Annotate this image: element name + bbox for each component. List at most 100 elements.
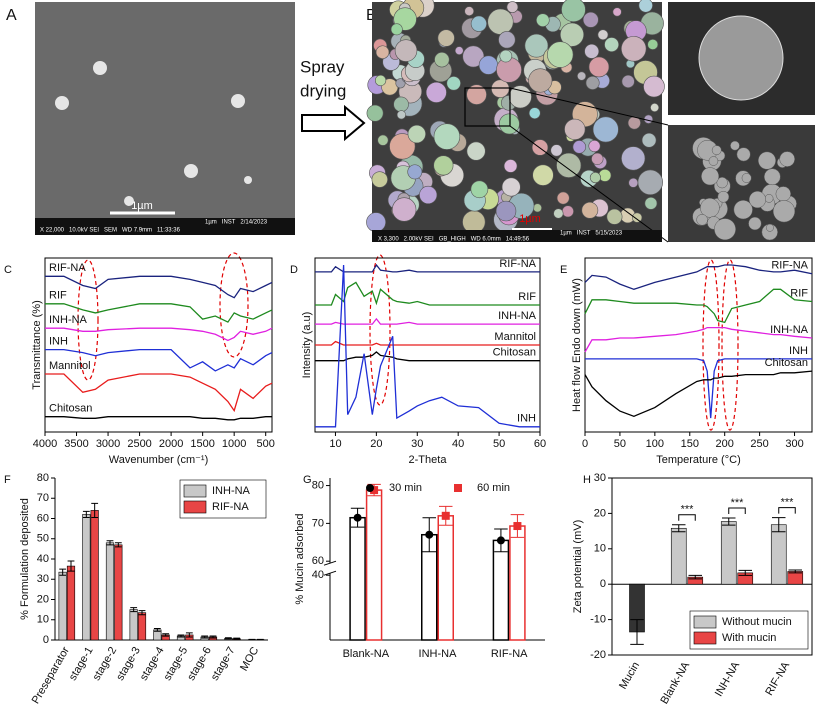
error-bar (114, 542, 122, 548)
y-tick-label: 70 (37, 492, 49, 504)
spectrum-line (585, 358, 812, 419)
panel-label: H (583, 474, 591, 486)
x-tick-label: Mucin (617, 660, 642, 691)
error-bar (67, 560, 75, 572)
particle (433, 123, 461, 150)
x-axis-label: Wavenumber (cm⁻¹) (109, 454, 209, 466)
particle (533, 203, 542, 213)
x-tick-label: 40 (452, 438, 464, 450)
marker (425, 530, 434, 539)
plot-frame (44, 257, 273, 433)
y-tick-label: 10 (37, 614, 49, 626)
significance-label: *** (681, 504, 695, 516)
series-label: INH (789, 345, 808, 357)
spectrum-line (315, 263, 540, 273)
particle (561, 0, 586, 23)
particle (708, 156, 719, 166)
particle (711, 145, 722, 156)
series-label: INH (49, 335, 68, 347)
particle (564, 118, 586, 140)
particle (621, 146, 646, 171)
y-tick-label: 40 (312, 569, 324, 581)
x-tick-label: Blank-NA (343, 648, 390, 660)
error-bar (201, 635, 209, 639)
particle (371, 171, 388, 188)
y-axis-label: Zeta potential (mV) (572, 520, 584, 614)
x-tick-label: RIF-NA (491, 648, 528, 660)
particle (532, 164, 554, 186)
axis-break (324, 563, 336, 574)
particle (374, 74, 387, 87)
y-axis-label: Heat flow Endo down (mW) (571, 278, 583, 412)
x-axis-label: Temperature (°C) (656, 454, 740, 466)
series-label: Mannitol (494, 331, 536, 343)
significance-label: *** (731, 497, 745, 509)
series-label: Mannitol (49, 360, 91, 372)
particle (389, 133, 416, 160)
bar (492, 539, 510, 641)
x-tick-label: 50 (493, 438, 505, 450)
panel-label: B (366, 7, 377, 24)
particle (597, 29, 609, 41)
particle (556, 152, 582, 178)
bar (770, 524, 787, 585)
bar (437, 515, 454, 641)
particle (591, 152, 604, 165)
spectrum-line (45, 373, 273, 413)
particle (779, 151, 795, 167)
series-label: INH-NA (770, 324, 809, 336)
particle (764, 194, 774, 203)
panel-label: C (4, 264, 12, 276)
particle (631, 212, 643, 223)
y-axis-label: % Formulation deposited (19, 498, 31, 620)
bar (509, 525, 526, 641)
x-axis-label: 2-Theta (409, 454, 448, 466)
plot-frame (611, 477, 813, 656)
x-tick-label: Preseparator (30, 645, 72, 706)
arrow-text: Spray (300, 57, 345, 76)
legend-label: Without mucin (722, 616, 792, 628)
error-bar (224, 637, 232, 640)
series-label: RIF-NA (771, 260, 808, 272)
highlight (702, 259, 720, 431)
scale-label: 1µm (131, 200, 153, 212)
y-tick-label: 30 (37, 573, 49, 585)
particle (700, 198, 720, 218)
series-label: INH (517, 413, 536, 425)
particle (184, 164, 198, 178)
particle (498, 31, 516, 49)
highlight-ellipses (77, 252, 739, 431)
legend-swatch (183, 500, 207, 514)
y-tick-label: 50 (37, 533, 49, 545)
particle (772, 200, 796, 223)
particle (470, 15, 487, 32)
error-bar (738, 569, 752, 576)
particle (588, 56, 610, 78)
y-tick-label: 20 (594, 507, 606, 519)
particle (454, 46, 464, 55)
legend-marker (366, 484, 374, 492)
spectrum-line (45, 416, 272, 421)
particle (392, 197, 417, 222)
legend-marker (454, 484, 462, 492)
particle (643, 75, 665, 98)
y-tick-label: 40 (37, 553, 49, 565)
particle (604, 37, 620, 52)
series-label: Chitosan (493, 347, 536, 359)
particle (730, 140, 740, 151)
particle (748, 191, 767, 209)
sem-footer (35, 218, 295, 235)
bar (105, 542, 115, 641)
error-bar (106, 540, 114, 546)
x-tick-label: 500 (257, 438, 275, 450)
sem-footer-text: 1µm INST 5/15/2023 (560, 231, 623, 237)
particle (637, 169, 663, 195)
sem-footer (372, 230, 662, 242)
particle (547, 41, 574, 68)
particle (733, 200, 753, 220)
particle (717, 190, 730, 203)
y-tick-label: 10 (594, 543, 606, 555)
particle (641, 132, 657, 148)
spectrum-line (584, 264, 813, 290)
particle (377, 134, 389, 146)
